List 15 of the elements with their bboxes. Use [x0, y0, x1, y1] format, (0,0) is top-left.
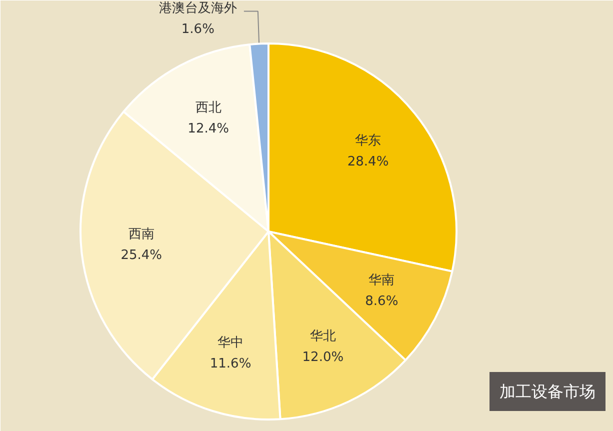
slice-label: 西北	[195, 100, 222, 116]
text: 加工设备市场	[500, 382, 596, 401]
data-label: 8.6%	[365, 294, 398, 309]
data-label: 12.0%	[302, 350, 344, 366]
data-label: 1.6%	[181, 22, 214, 38]
data-label: 28.4%	[347, 154, 389, 170]
data-label: 12.4%	[188, 122, 229, 137]
slice-label: 港澳台及海外	[158, 1, 237, 16]
slice-label: 华北	[310, 329, 336, 344]
slice-label: 华南	[368, 272, 395, 288]
slice-label: 华东	[355, 133, 382, 148]
data-label: 25.4%	[120, 248, 162, 264]
data-label: 11.6%	[210, 356, 252, 372]
slice-label: 西南	[128, 227, 154, 242]
slice-label: 华中	[218, 336, 244, 351]
